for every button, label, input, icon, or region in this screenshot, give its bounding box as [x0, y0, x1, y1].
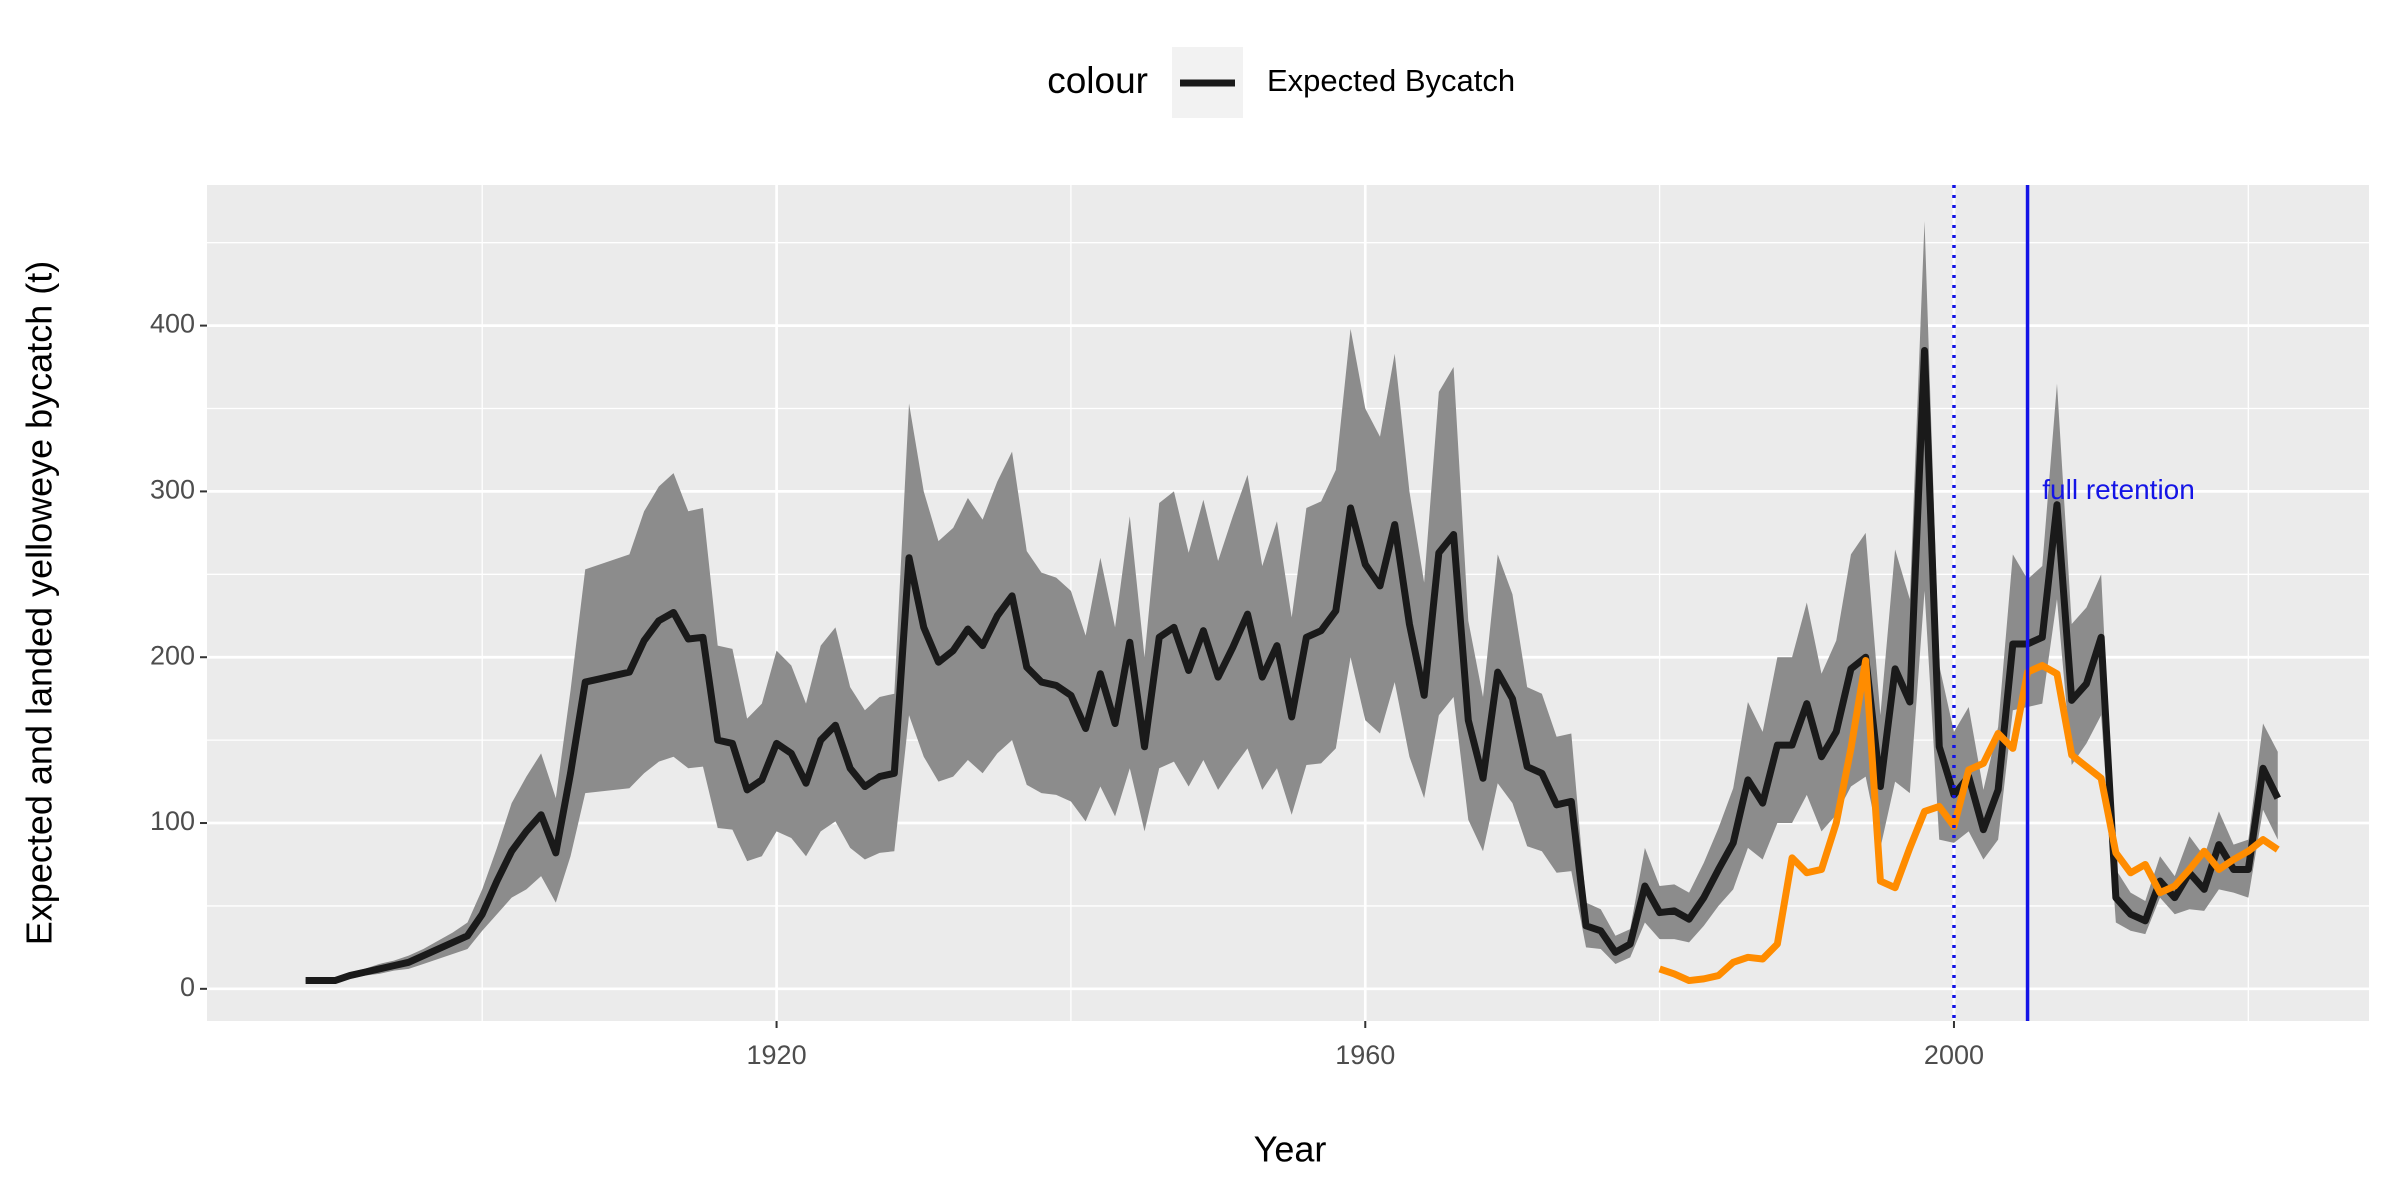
x-axis-title: Year [1254, 1129, 1327, 1170]
y-tick-label: 300 [150, 475, 195, 505]
y-tick-label: 400 [150, 309, 195, 339]
y-axis-title: Expected and landed yelloweye bycatch (t… [19, 261, 60, 945]
confidence-band [305, 221, 2278, 983]
x-tick-label: 1920 [747, 1040, 807, 1070]
x-tick-label: 1960 [1335, 1040, 1395, 1070]
series-line [305, 346, 2281, 985]
legend-title: colour [1047, 60, 1148, 101]
series-line [1658, 657, 2280, 985]
annotation: full retention [2042, 474, 2195, 505]
legend-label: Expected Bycatch [1267, 63, 1515, 98]
x-tick-label: 2000 [1924, 1040, 1984, 1070]
y-tick-label: 100 [150, 806, 195, 836]
y-tick-label: 200 [150, 640, 195, 670]
y-tick-label: 0 [180, 972, 195, 1002]
